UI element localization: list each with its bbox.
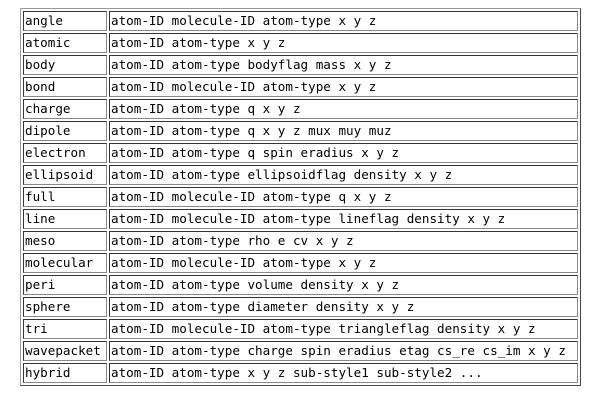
atom-style-cell: molecular: [23, 253, 107, 273]
atom-style-table: angle atom-ID molecule-ID atom-type x y z…: [20, 8, 581, 386]
table-row: wavepacket atom-ID atom-type charge spin …: [23, 341, 578, 361]
table-row: body atom-ID atom-type bodyflag mass x y …: [23, 55, 578, 75]
table-row: dipole atom-ID atom-type q x y z mux muy …: [23, 121, 578, 141]
atom-style-cell: atomic: [23, 33, 107, 53]
table-row: angle atom-ID molecule-ID atom-type x y z: [23, 11, 578, 31]
columns-cell: atom-ID atom-type q x y z: [109, 99, 578, 119]
atom-style-cell: hybrid: [23, 363, 107, 383]
atom-style-cell: tri: [23, 319, 107, 339]
atom-style-cell: dipole: [23, 121, 107, 141]
table-row: electron atom-ID atom-type q spin eradius…: [23, 143, 578, 163]
table-row: peri atom-ID atom-type volume density x y…: [23, 275, 578, 295]
columns-cell: atom-ID atom-type volume density x y z: [109, 275, 578, 295]
table-row: line atom-ID molecule-ID atom-type linefl…: [23, 209, 578, 229]
columns-cell: atom-ID molecule-ID atom-type trianglefl…: [109, 319, 578, 339]
atom-style-cell: body: [23, 55, 107, 75]
columns-cell: atom-ID atom-type q spin eradius x y z: [109, 143, 578, 163]
table-row: ellipsoid atom-ID atom-type ellipsoidflag…: [23, 165, 578, 185]
columns-cell: atom-ID atom-type ellipsoidflag density …: [109, 165, 578, 185]
columns-cell: atom-ID molecule-ID atom-type q x y z: [109, 187, 578, 207]
table-row: bond atom-ID molecule-ID atom-type x y z: [23, 77, 578, 97]
table-row: atomic atom-ID atom-type x y z: [23, 33, 578, 53]
atom-style-cell: meso: [23, 231, 107, 251]
columns-cell: atom-ID molecule-ID atom-type lineflag d…: [109, 209, 578, 229]
atom-style-cell: electron: [23, 143, 107, 163]
atom-style-cell: sphere: [23, 297, 107, 317]
table-row: molecular atom-ID molecule-ID atom-type x…: [23, 253, 578, 273]
columns-cell: atom-ID molecule-ID atom-type x y z: [109, 77, 578, 97]
columns-cell: atom-ID atom-type rho e cv x y z: [109, 231, 578, 251]
columns-cell: atom-ID atom-type q x y z mux muy muz: [109, 121, 578, 141]
columns-cell: atom-ID atom-type charge spin eradius et…: [109, 341, 578, 361]
columns-cell: atom-ID atom-type x y z sub-style1 sub-s…: [109, 363, 578, 383]
atom-style-cell: wavepacket: [23, 341, 107, 361]
columns-cell: atom-ID molecule-ID atom-type x y z: [109, 11, 578, 31]
table-row: sphere atom-ID atom-type diameter density…: [23, 297, 578, 317]
atom-style-cell: charge: [23, 99, 107, 119]
atom-style-cell: peri: [23, 275, 107, 295]
table-row: hybrid atom-ID atom-type x y z sub-style1…: [23, 363, 578, 383]
table-row: full atom-ID molecule-ID atom-type q x y …: [23, 187, 578, 207]
atom-style-cell: bond: [23, 77, 107, 97]
table-row: tri atom-ID molecule-ID atom-type triangl…: [23, 319, 578, 339]
atom-style-cell: angle: [23, 11, 107, 31]
atom-style-cell: line: [23, 209, 107, 229]
atom-style-cell: full: [23, 187, 107, 207]
columns-cell: atom-ID molecule-ID atom-type x y z: [109, 253, 578, 273]
table-row: meso atom-ID atom-type rho e cv x y z: [23, 231, 578, 251]
atom-style-cell: ellipsoid: [23, 165, 107, 185]
columns-cell: atom-ID atom-type bodyflag mass x y z: [109, 55, 578, 75]
table-row: charge atom-ID atom-type q x y z: [23, 99, 578, 119]
columns-cell: atom-ID atom-type diameter density x y z: [109, 297, 578, 317]
columns-cell: atom-ID atom-type x y z: [109, 33, 578, 53]
